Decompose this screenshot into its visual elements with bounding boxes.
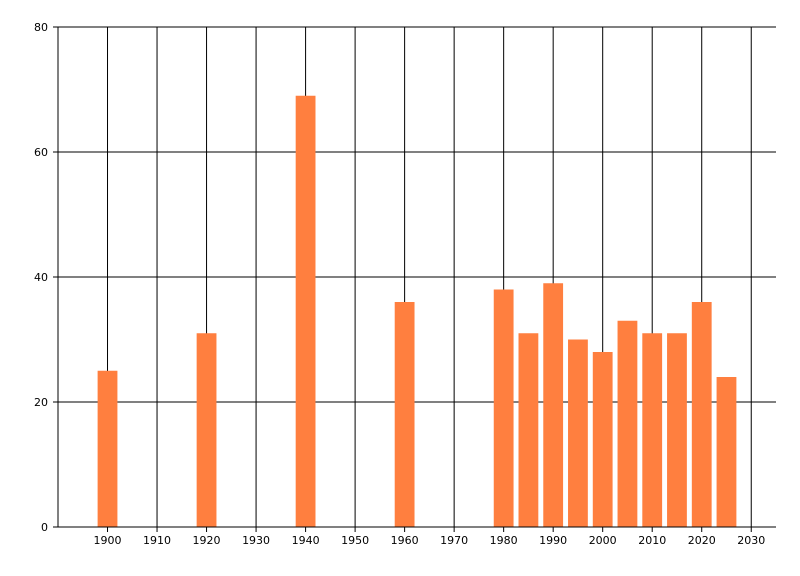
x-tick-label: 1990 [539, 534, 567, 547]
x-tick-label: 2010 [638, 534, 666, 547]
bar [568, 339, 588, 527]
bar [97, 370, 118, 527]
bar [642, 333, 663, 527]
x-tick-label: 1970 [440, 534, 468, 547]
bar [493, 289, 514, 527]
x-tick-label: 2000 [589, 534, 617, 547]
x-tick-label: 1930 [242, 534, 270, 547]
y-tick-labels: 0 20 40 60 80 [34, 21, 48, 534]
x-tick-label: 1920 [193, 534, 221, 547]
x-tick-label: 1910 [143, 534, 171, 547]
bar [394, 302, 415, 527]
x-tick-label: 1980 [490, 534, 518, 547]
x-tick-label: 1960 [391, 534, 419, 547]
bar [592, 352, 613, 527]
bars [97, 95, 737, 527]
grid-lines [58, 26, 776, 528]
bar [196, 333, 217, 527]
bar [295, 95, 316, 527]
bar [518, 333, 539, 527]
x-tick-label: 1940 [292, 534, 320, 547]
y-tick-label: 60 [34, 146, 48, 159]
axes [53, 26, 776, 532]
y-tick-label: 20 [34, 396, 48, 409]
bar [617, 320, 638, 527]
x-tick-labels: 1900 1910 1920 1930 1940 1950 1960 1970 1980 1990… [94, 534, 766, 547]
bar [543, 283, 564, 527]
bar [667, 333, 687, 527]
x-tick-label: 2020 [688, 534, 716, 547]
y-tick-label: 40 [34, 271, 48, 284]
y-tick-label: 0 [41, 521, 48, 534]
bar [716, 377, 737, 527]
y-tick-label: 80 [34, 21, 48, 34]
x-tick-label: 2030 [737, 534, 765, 547]
x-tick-label: 1900 [94, 534, 122, 547]
bar [691, 302, 712, 527]
x-tick-label: 1950 [341, 534, 369, 547]
